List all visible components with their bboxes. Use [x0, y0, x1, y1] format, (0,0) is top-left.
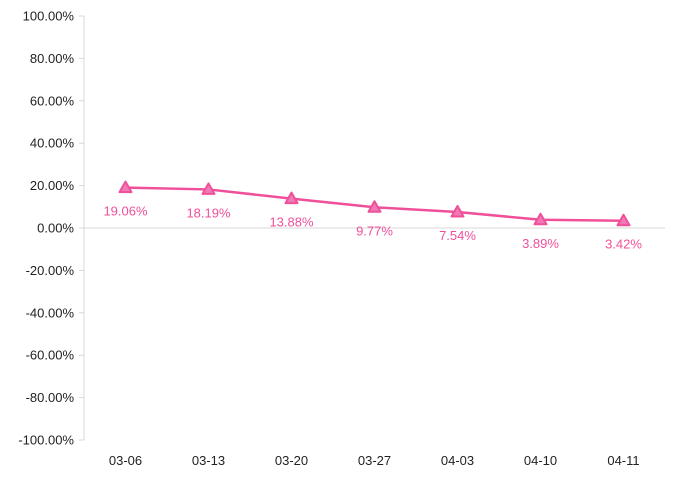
data-label: 3.42% — [605, 237, 642, 252]
y-tick-label: -80.00% — [26, 390, 75, 405]
data-label: 18.19% — [186, 205, 231, 220]
series: 19.06% 18.19% 13.88% 9.77% 7.54% 3.89% 3.42% — [103, 180, 642, 252]
data-point-marker — [201, 182, 216, 195]
data-point-marker — [367, 200, 382, 213]
y-tick-label: 0.00% — [37, 221, 74, 236]
y-tick-label: 100.00% — [23, 9, 75, 24]
y-tick-label: 60.00% — [30, 93, 75, 108]
y-tick-label: 80.00% — [30, 51, 75, 66]
y-tick-label: 20.00% — [30, 178, 75, 193]
x-axis-ticks: 03-06 03-13 03-20 03-27 04-03 04-10 04-11 — [109, 453, 640, 468]
x-tick-label: 03-13 — [192, 453, 225, 468]
data-point-marker — [118, 180, 133, 194]
y-tick-label: -100.00% — [18, 433, 74, 448]
y-tick-label: -20.00% — [26, 263, 75, 278]
y-tick-label: -40.00% — [26, 305, 75, 320]
y-tick-label: -60.00% — [26, 348, 75, 363]
x-tick-label: 04-11 — [607, 453, 639, 468]
y-axis-ticks: 100.00% 80.00% 60.00% 40.00% 20.00% 0.00% -20.… — [18, 9, 84, 448]
data-label: 13.88% — [269, 215, 314, 230]
x-tick-label: 03-06 — [109, 453, 142, 468]
x-tick-label: 03-20 — [275, 453, 308, 468]
y-tick-label: 40.00% — [30, 136, 75, 151]
data-label: 7.54% — [439, 228, 476, 243]
data-label: 3.89% — [522, 236, 559, 251]
data-point-marker — [284, 191, 299, 205]
x-tick-label: 04-03 — [441, 453, 474, 468]
data-label: 9.77% — [356, 223, 393, 238]
data-point-marker — [616, 213, 631, 227]
x-tick-label: 04-10 — [524, 453, 557, 468]
x-tick-label: 03-27 — [358, 453, 391, 468]
data-point-marker — [533, 212, 548, 226]
data-point-marker — [450, 205, 465, 218]
data-label: 19.06% — [103, 204, 148, 219]
